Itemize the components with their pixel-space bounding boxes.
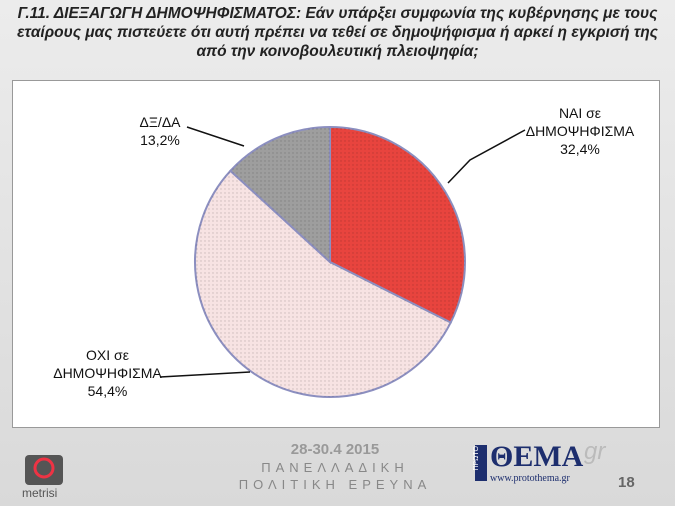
footer-text: ΠΟΛΙΤΙΚΗ ΕΡΕΥΝΑ xyxy=(238,477,432,492)
slice-texture xyxy=(194,170,451,398)
slice-texture xyxy=(330,127,465,323)
chart-title: Γ.11. ΔΙΕΞΑΓΩΓΗ ΔΗΜΟΨΗΦΙΣΜΑΤΟΣ: Εάν υπάρ… xyxy=(17,5,658,60)
page-number: 18 xyxy=(618,474,635,491)
slice-label: ΟΧΙ σε ΔΗΜΟΨΗΦΙΣΜΑ 54,4% xyxy=(40,346,175,400)
value-label: 32,4% xyxy=(560,141,600,157)
leader-line xyxy=(159,371,251,378)
slice-label: ΝΑΙ σε ΔΗΜΟΨΗΦΙΣΜΑ 32,4% xyxy=(510,104,650,158)
logo-text: gr xyxy=(584,438,606,465)
slice-label: ΔΞ/ΔΑ 13,2% xyxy=(125,113,195,149)
logo-text: ΘΕΜΑ xyxy=(490,440,584,473)
category-label: ΟΧΙ σε ΔΗΜΟΨΗΦΙΣΜΑ xyxy=(53,347,162,381)
date: 28-30.4 2015 xyxy=(290,441,380,458)
logo-text: metrisi xyxy=(22,486,58,500)
logo-icon xyxy=(33,457,55,479)
logo-icon xyxy=(25,455,63,485)
footer-text: ΠΑΝΕΛΛΑΔΙΚΗ xyxy=(261,460,409,475)
value-label: 13,2% xyxy=(140,132,180,148)
leader-line xyxy=(447,129,526,184)
category-label: ΝΑΙ σε ΔΗΜΟΨΗΦΙΣΜΑ xyxy=(525,105,635,139)
logo-url: www.protothema.gr xyxy=(490,473,570,484)
value-label: 54,4% xyxy=(87,383,128,399)
leader-line xyxy=(186,126,245,147)
logo-text: ΠΡΩΤΟ xyxy=(473,446,480,471)
logo-bar xyxy=(475,445,487,481)
category-label: ΔΞ/ΔΑ xyxy=(139,114,181,130)
slice-texture xyxy=(230,126,330,262)
